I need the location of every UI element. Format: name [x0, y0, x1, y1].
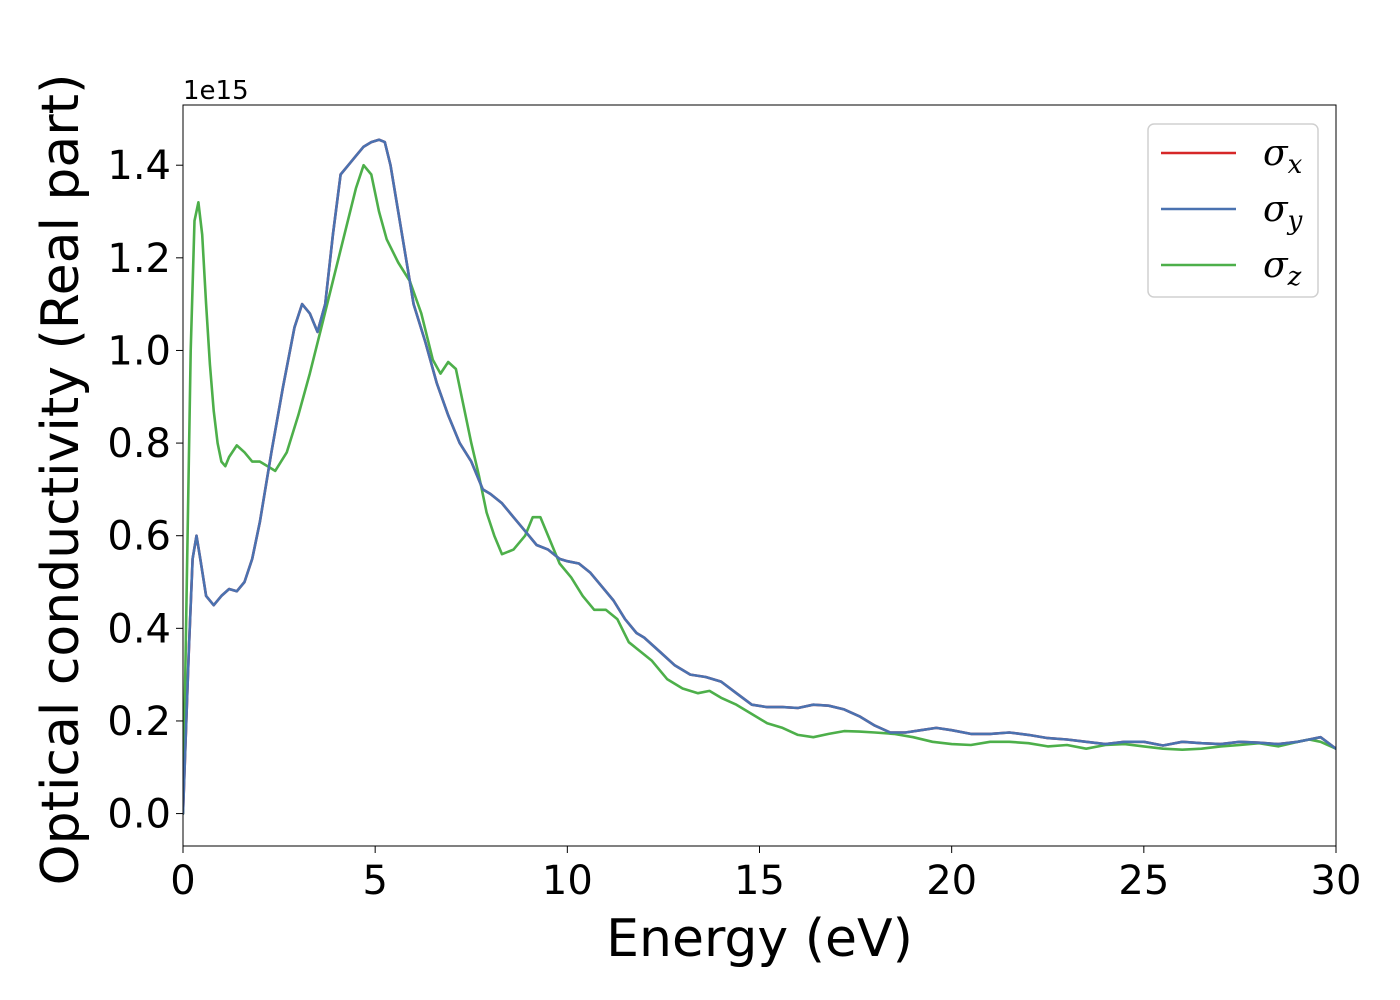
- y-tick-label: 1.2: [107, 236, 171, 282]
- x-tick-label: 20: [926, 858, 977, 904]
- y-tick-label: 1.0: [107, 328, 171, 374]
- legend-label-sigma-y: σy: [1263, 189, 1303, 236]
- legend-label-sigma-x: σx: [1263, 133, 1303, 180]
- x-tick-label: 10: [542, 858, 593, 904]
- x-tick-label: 30: [1311, 858, 1362, 904]
- y-offset-text: 1e15: [183, 76, 249, 106]
- x-tick-label: 0: [170, 858, 195, 904]
- y-tick-label: 0.2: [107, 699, 171, 745]
- series-layer: [183, 138, 1336, 815]
- series-line-sigma-y: [183, 138, 1336, 815]
- y-tick-label: 0.8: [107, 421, 171, 467]
- y-axis: 0.0 0.2 0.4 0.6 0.8 1.0 1.2 1.4: [107, 143, 183, 838]
- x-axis: 0 5 10 15 20 25 30: [170, 846, 1361, 904]
- y-tick-label: 0.4: [107, 606, 171, 652]
- y-tick-label: 0.6: [107, 514, 171, 560]
- x-tick-label: 25: [1118, 858, 1169, 904]
- y-tick-label: 1.4: [107, 143, 171, 189]
- series-line-sigma-z: [183, 163, 1336, 815]
- legend-box: [1147, 123, 1319, 298]
- x-axis-label: Energy (eV): [606, 909, 913, 969]
- y-axis-label: Optical conductivity (Real part): [31, 74, 91, 886]
- x-tick-label: 15: [734, 858, 785, 904]
- legend: σx σy σz: [1147, 123, 1319, 298]
- y-tick-label: 0.0: [107, 792, 171, 838]
- x-tick-label: 5: [362, 858, 387, 904]
- legend-label-sigma-z: σz: [1263, 245, 1302, 292]
